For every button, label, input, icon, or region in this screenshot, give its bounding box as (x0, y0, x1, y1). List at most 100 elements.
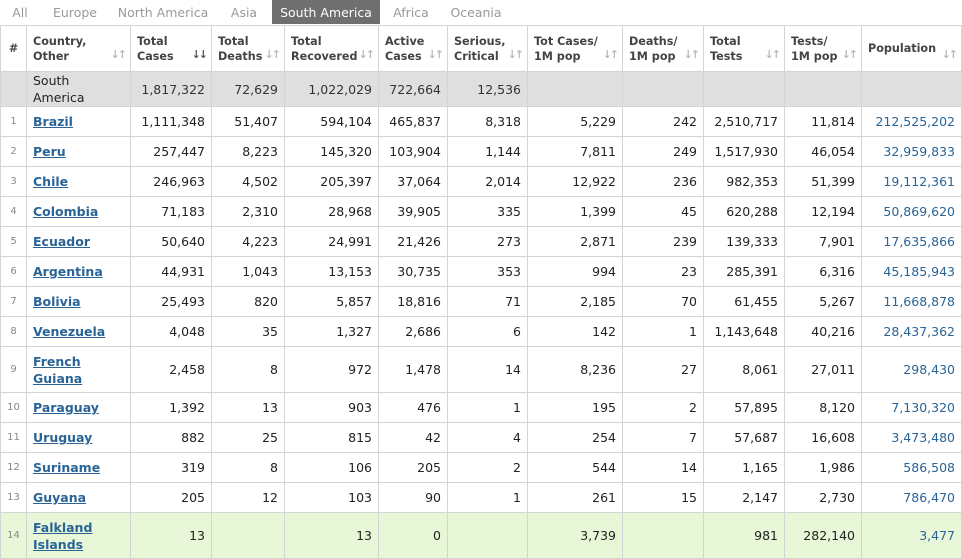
tab-oceania[interactable]: Oceania (450, 5, 502, 20)
header-label: 1M pop (629, 49, 676, 63)
cell-total-cases: 25,493 (130, 286, 212, 317)
country-link[interactable]: Brazil (33, 114, 73, 129)
cell-deaths-per-1m: 27 (622, 346, 704, 393)
tab-asia[interactable]: Asia (230, 5, 258, 20)
cell-population[interactable]: 32,959,833 (861, 136, 962, 167)
cell-population[interactable]: 17,635,866 (861, 226, 962, 257)
tab-north-america[interactable]: North America (117, 5, 209, 20)
cell-total-recovered: 903 (284, 392, 379, 423)
cell-total-cases: 246,963 (130, 166, 212, 197)
table-row: 2 Peru 257,447 8,223 145,320 103,904 1,144 7,81… (0, 136, 962, 167)
cases-per-million-header[interactable]: Tot Cases/1M pop ↓↑ (527, 25, 623, 72)
total-deaths-header[interactable]: Total Deaths ↓↑ (211, 25, 285, 72)
header-label: Deaths (218, 49, 263, 63)
cell-population[interactable]: 45,185,943 (861, 256, 962, 287)
sort-arrows-icon[interactable]: ↓↑ (602, 48, 620, 61)
table-row: 10 Paraguay 1,392 13 903 476 1 195 2 57,895 8,120 7… (0, 392, 962, 423)
country-cell: Brazil (26, 106, 131, 137)
cell-tests-per-1m: 8,120 (784, 392, 862, 423)
cell-population[interactable]: 19,112,361 (861, 166, 962, 197)
sort-arrows-icon[interactable]: ↓↑ (358, 48, 376, 61)
sort-arrows-icon[interactable]: ↓↑ (683, 48, 701, 61)
cell-tests-per-1m: 1,986 (784, 452, 862, 483)
total-row: South America 1,817,322 72,629 1,022,029 722… (0, 71, 962, 107)
cell-cases-per-1m: 254 (527, 422, 623, 453)
cell-total-deaths: 820 (211, 286, 285, 317)
sort-desc-icon[interactable]: ↓↓ (191, 48, 209, 61)
country-cell: Falkland Islands (26, 512, 131, 559)
serious-critical-header[interactable]: Serious, Critical ↓↑ (447, 25, 528, 72)
cell-total-recovered: 13,153 (284, 256, 379, 287)
cell-total-recovered: 145,320 (284, 136, 379, 167)
cell-population[interactable]: 50,869,620 (861, 196, 962, 227)
country-cell: Paraguay (26, 392, 131, 423)
country-link[interactable]: Peru (33, 144, 66, 159)
cell-population[interactable]: 3,477 (861, 512, 962, 559)
sort-arrows-icon[interactable]: ↓↑ (427, 48, 445, 61)
cell-cases-per-1m: 12,922 (527, 166, 623, 197)
tab-europe[interactable]: Europe (53, 5, 97, 20)
cell-tests-per-1m: 51,399 (784, 166, 862, 197)
cell-active-cases: 1,478 (378, 346, 448, 393)
cell-cases-per-1m: 3,739 (527, 512, 623, 559)
sort-arrows-icon[interactable]: ↓↑ (507, 48, 525, 61)
country-link[interactable]: Paraguay (33, 400, 99, 415)
tab-south-america[interactable]: South America (272, 0, 380, 24)
total-recovered-header[interactable]: Total Recovered ↓↑ (284, 25, 379, 72)
cell-total-deaths: 12 (211, 482, 285, 513)
total-cases-header[interactable]: Total Cases ↓↓ (130, 25, 212, 72)
cell-population[interactable]: 212,525,202 (861, 106, 962, 137)
cell-total-cases: 71,183 (130, 196, 212, 227)
cell-active-cases: 476 (378, 392, 448, 423)
cell-total-cases: 13 (130, 512, 212, 559)
country-link[interactable]: Falkland Islands (33, 519, 93, 552)
sort-arrows-icon[interactable]: ↓↑ (764, 48, 782, 61)
country-link[interactable]: French Guiana (33, 353, 83, 386)
country-link[interactable]: Venezuela (33, 324, 106, 339)
total-tests-header[interactable]: Total Tests ↓↑ (703, 25, 785, 72)
cell-total-deaths: 1,043 (211, 256, 285, 287)
tab-all[interactable]: All (12, 5, 28, 20)
cell-population[interactable]: 3,473,480 (861, 422, 962, 453)
row-index: 3 (0, 166, 27, 197)
tab-africa[interactable]: Africa (393, 5, 429, 20)
country-link[interactable]: Colombia (33, 204, 99, 219)
sort-arrows-icon[interactable]: ↓↑ (841, 48, 859, 61)
header-label: Recovered (291, 49, 358, 63)
cell-cases-per-1m: 544 (527, 452, 623, 483)
sort-arrows-icon[interactable]: ↓↑ (264, 48, 282, 61)
table-body: South America 1,817,322 72,629 1,022,029 722… (0, 71, 962, 559)
country-header[interactable]: Country, Other ↓↑ (26, 25, 131, 72)
cell-population[interactable]: 298,430 (861, 346, 962, 393)
country-link[interactable]: Chile (33, 174, 69, 189)
cell-population[interactable]: 786,470 (861, 482, 962, 513)
cell-deaths-per-1m: 23 (622, 256, 704, 287)
table-row: 6 Argentina 44,931 1,043 13,153 30,735 353 994 2… (0, 256, 962, 287)
country-link[interactable]: Ecuador (33, 234, 90, 249)
cell-total-recovered: 1,327 (284, 316, 379, 347)
cell-tests-per-1m: 282,140 (784, 512, 862, 559)
country-link[interactable]: Suriname (33, 460, 101, 475)
country-link[interactable]: Uruguay (33, 430, 93, 445)
deaths-per-million-header[interactable]: Deaths/1M pop ↓↑ (622, 25, 704, 72)
cell-population[interactable]: 7,130,320 (861, 392, 962, 423)
country-link[interactable]: Bolivia (33, 294, 81, 309)
row-index: 12 (0, 452, 27, 483)
sort-arrows-icon[interactable]: ↓↑ (941, 48, 959, 61)
tests-per-million-header[interactable]: Tests/1M pop ↓↑ (784, 25, 862, 72)
country-link[interactable]: Argentina (33, 264, 103, 279)
cell-total-tests: 61,455 (703, 286, 785, 317)
cell-population[interactable]: 11,668,878 (861, 286, 962, 317)
header-label: Other (33, 49, 69, 63)
country-cell: Uruguay (26, 422, 131, 453)
active-cases-header[interactable]: Active Cases ↓↑ (378, 25, 448, 72)
row-index: 10 (0, 392, 27, 423)
country-cell: Argentina (26, 256, 131, 287)
row-index: 13 (0, 482, 27, 513)
cell-total-deaths: 13 (211, 392, 285, 423)
sort-arrows-icon[interactable]: ↓↑ (110, 48, 128, 61)
cell-population[interactable]: 586,508 (861, 452, 962, 483)
country-link[interactable]: Guyana (33, 490, 87, 505)
population-header[interactable]: Population ↓↑ (861, 25, 962, 72)
cell-population[interactable]: 28,437,362 (861, 316, 962, 347)
